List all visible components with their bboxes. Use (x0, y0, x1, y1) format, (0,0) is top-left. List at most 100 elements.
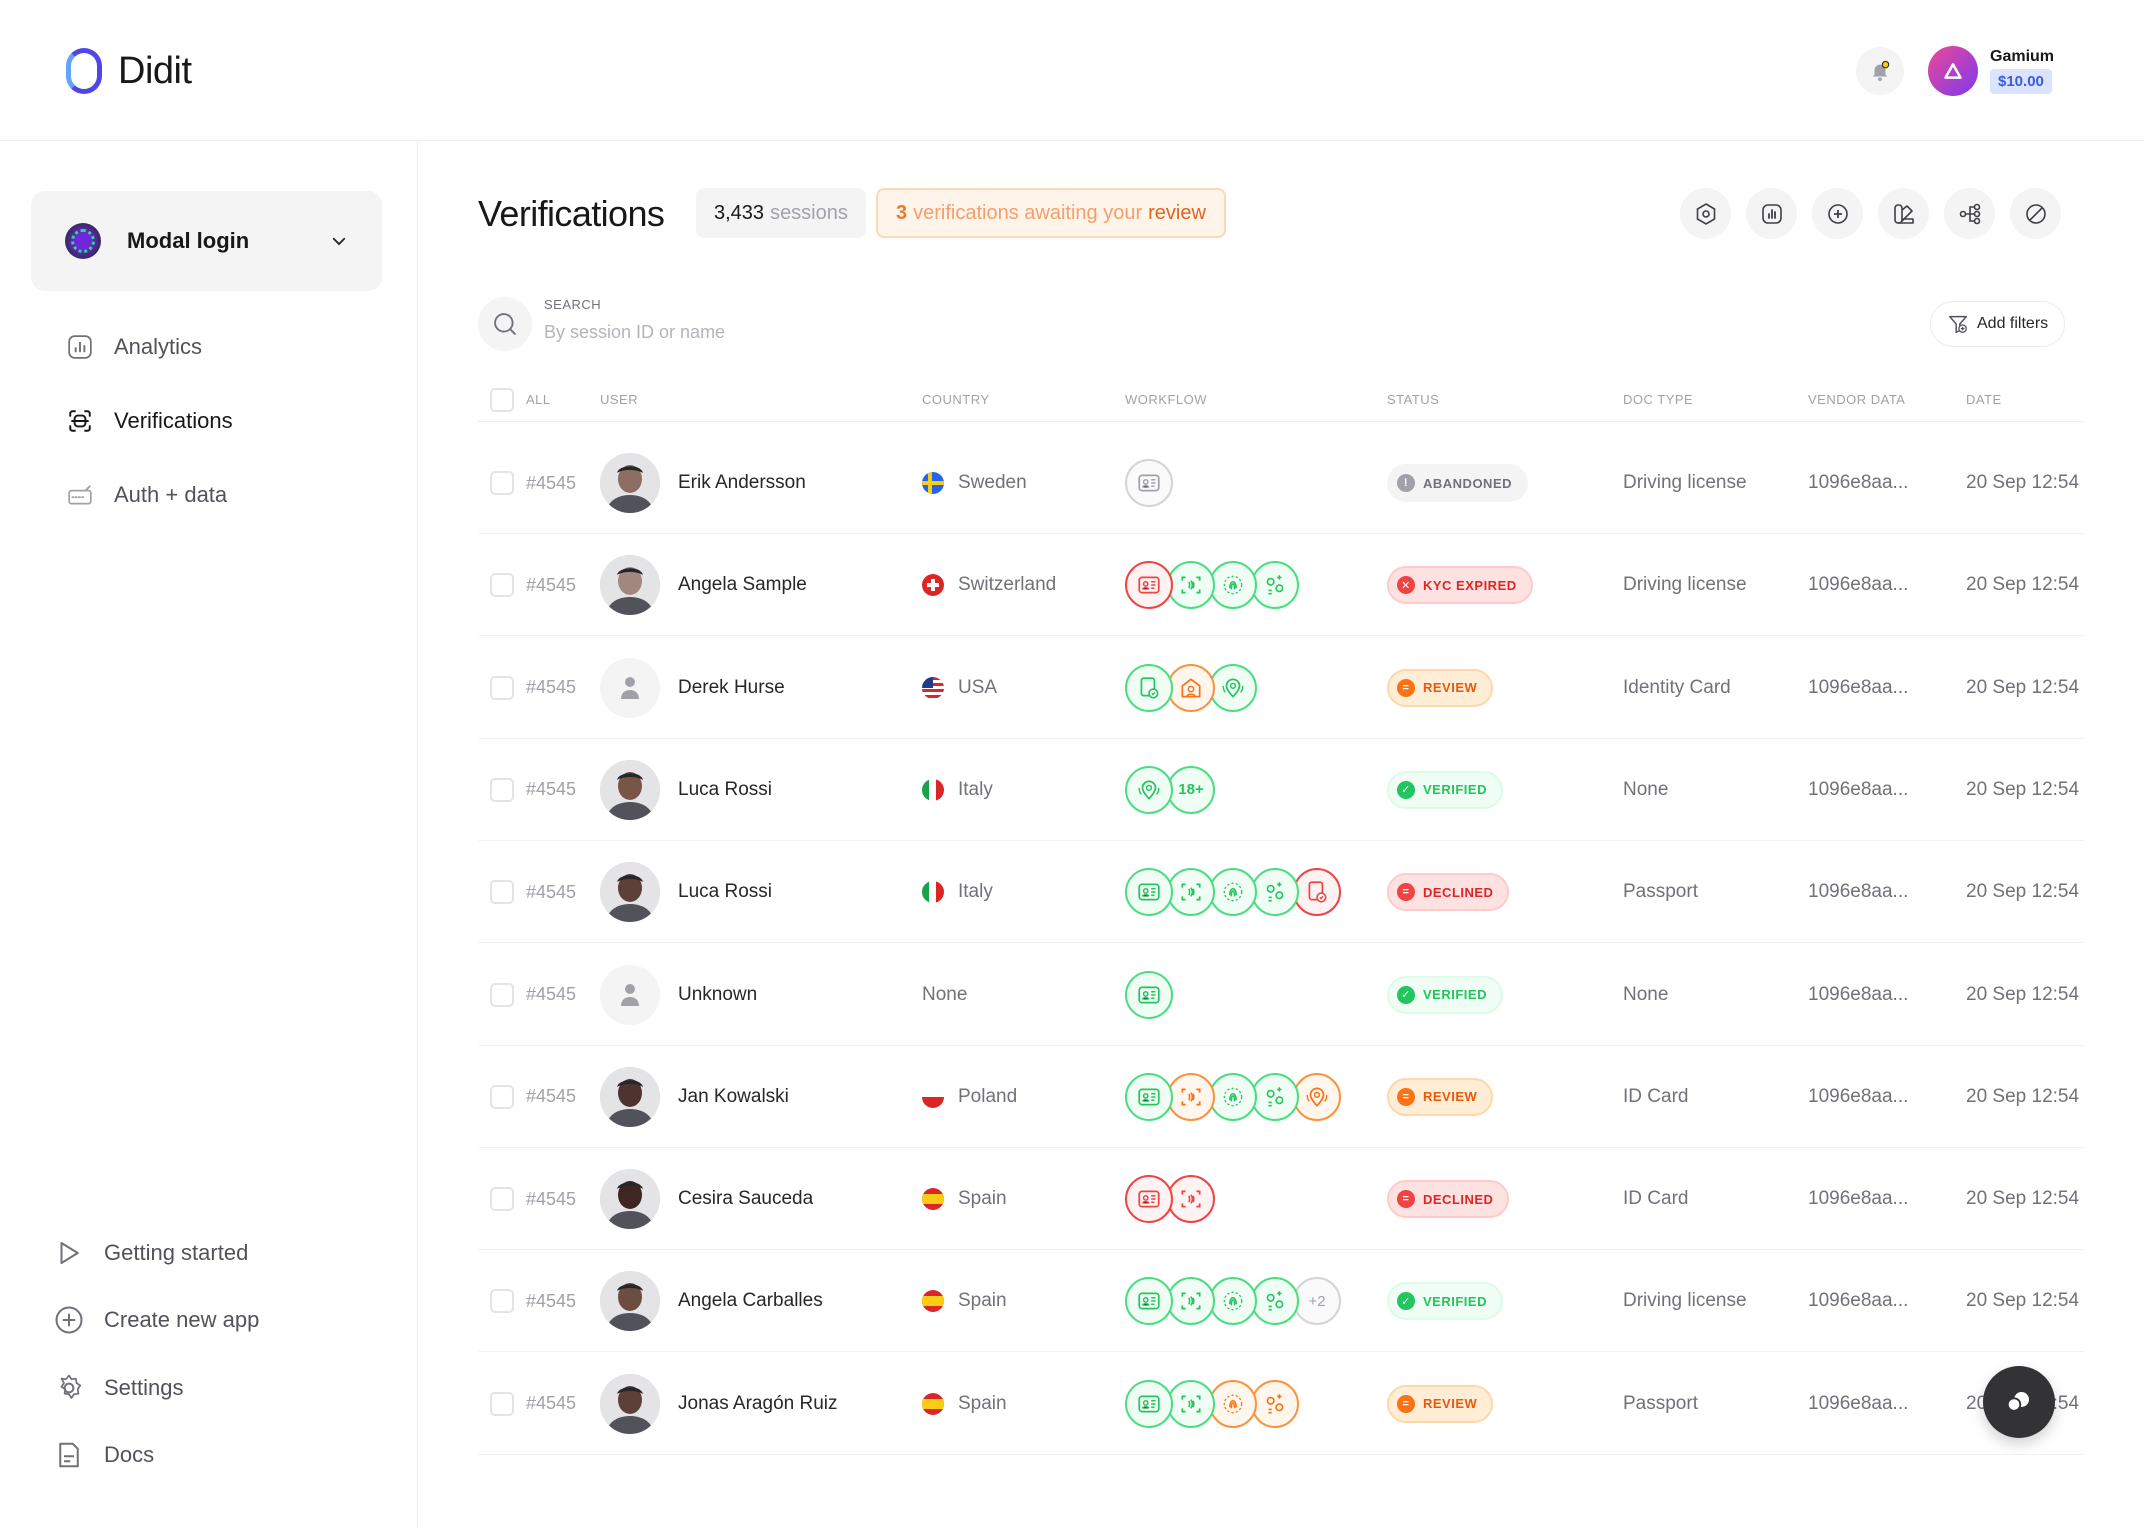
workflow-step[interactable] (1209, 1277, 1257, 1326)
workflow-step[interactable] (1209, 1379, 1257, 1428)
session-id[interactable]: #4545 (526, 984, 577, 1004)
session-id[interactable]: #4545 (526, 1188, 577, 1209)
status-badge[interactable]: = REVIEW (1387, 668, 1494, 707)
row-checkbox[interactable] (490, 1391, 514, 1416)
user-name[interactable]: Luca Rossi (678, 778, 772, 800)
vendor-data[interactable]: 1096e8aa... (1808, 1188, 1909, 1210)
header-country[interactable]: COUNTRY (922, 392, 990, 407)
notifications-button[interactable] (1856, 47, 1904, 95)
table-row[interactable]: #4545 Unknown None ✓ VERIFIED None 1096e8aa...… (478, 944, 2084, 1046)
sidebar-item-create-new-app[interactable]: Create new app (54, 1305, 259, 1335)
session-id[interactable]: #4545 (526, 472, 577, 493)
table-row[interactable]: #4545 Luca Rossi Italy 18+ ✓ VERIFIED None 1096… (478, 739, 2084, 841)
workflow-step[interactable] (1251, 868, 1299, 917)
status-badge[interactable]: ✓ VERIFIED (1387, 770, 1503, 809)
user-name[interactable]: Jan Kowalski (678, 1085, 789, 1107)
user-name[interactable]: Angela Carballes (678, 1290, 823, 1312)
table-row[interactable]: #4545 Jonas Aragón Ruiz Spain = REVIEW Passpo… (478, 1353, 2084, 1455)
table-row[interactable]: #4545 Luca Rossi Italy = DECLINED Passport 109… (478, 841, 2084, 944)
session-id[interactable]: #4545 (526, 1086, 577, 1107)
workflow-step[interactable] (1125, 1072, 1173, 1121)
user-name[interactable]: Luca Rossi (678, 881, 772, 903)
status-badge[interactable]: ✓ VERIFIED (1387, 975, 1503, 1014)
workflow-step[interactable] (1167, 1379, 1215, 1428)
table-row[interactable]: #4545 Angela Carballes Spain +2 ✓ VERIFIED Dri… (478, 1250, 2084, 1353)
row-checkbox[interactable] (490, 777, 514, 802)
account-avatar[interactable] (1928, 46, 1978, 96)
account-name[interactable]: Gamium (1990, 48, 2055, 65)
table-row[interactable]: #4545 Jan Kowalski Poland = REVIEW ID Card 109… (478, 1046, 2084, 1148)
session-id[interactable]: #4545 (526, 574, 577, 595)
vendor-data[interactable]: 1096e8aa... (1808, 1085, 1909, 1107)
workflow-button[interactable] (1944, 188, 1995, 239)
row-checkbox[interactable] (490, 1187, 514, 1212)
session-id[interactable]: #4545 (526, 779, 577, 800)
user-name[interactable]: Derek Hurse (678, 676, 785, 698)
workflow-step[interactable] (1167, 663, 1215, 712)
vendor-data[interactable]: 1096e8aa... (1808, 881, 1909, 903)
workflow-step[interactable] (1167, 1072, 1215, 1121)
workflow-step[interactable] (1209, 868, 1257, 917)
header-vendor-data[interactable]: VENDOR DATA (1808, 392, 1906, 407)
workflow-more-badge[interactable]: +2 (1293, 1277, 1341, 1326)
user-name[interactable]: Erik Andersson (678, 472, 806, 493)
workflow-step[interactable] (1167, 1175, 1215, 1224)
session-id[interactable]: #4545 (526, 881, 577, 902)
sidebar-item-docs[interactable]: Docs (54, 1440, 154, 1470)
workflow-step[interactable] (1125, 561, 1173, 610)
search-input[interactable] (544, 322, 944, 343)
workflow-step[interactable] (1293, 1072, 1341, 1121)
vendor-data[interactable]: 1096e8aa... (1808, 778, 1909, 800)
sidebar-item-settings[interactable]: Settings (54, 1373, 184, 1403)
header-doc-type[interactable]: DOC TYPE (1623, 392, 1694, 407)
workflow-step[interactable] (1293, 868, 1341, 917)
workflow-step[interactable] (1251, 561, 1299, 610)
workflow-step[interactable] (1125, 663, 1173, 712)
row-checkbox[interactable] (490, 982, 514, 1007)
status-badge[interactable]: = DECLINED (1387, 873, 1510, 912)
workflow-step[interactable] (1209, 663, 1257, 712)
status-badge[interactable]: ✕ KYC EXPIRED (1387, 566, 1533, 605)
header-user[interactable]: USER (600, 392, 639, 407)
workflow-step[interactable] (1209, 561, 1257, 610)
workflow-step[interactable] (1167, 561, 1215, 610)
vendor-data[interactable]: 1096e8aa... (1808, 1290, 1909, 1312)
select-all-checkbox[interactable] (490, 388, 514, 412)
workflow-step[interactable] (1125, 765, 1173, 814)
workflow-step[interactable] (1125, 1379, 1173, 1428)
vendor-data[interactable]: 1096e8aa... (1808, 574, 1909, 596)
user-name[interactable]: Unknown (678, 983, 758, 1005)
sidebar-item-auth-data[interactable]: Auth + data (66, 481, 227, 509)
status-badge[interactable]: = REVIEW (1387, 1077, 1494, 1116)
row-checkbox[interactable] (490, 1084, 514, 1109)
header-status[interactable]: STATUS (1387, 392, 1440, 407)
workflow-step[interactable] (1125, 868, 1173, 917)
header-workflow[interactable]: WORKFLOW (1125, 392, 1207, 407)
sidebar-item-verifications[interactable]: Verifications (66, 407, 233, 435)
settings-hex-button[interactable] (1680, 188, 1731, 239)
vendor-data[interactable]: 1096e8aa... (1808, 472, 1909, 493)
table-row[interactable]: #4545 Cesira Sauceda Spain = DECLINED ID Card… (478, 1148, 2084, 1251)
workflow-step[interactable] (1209, 1072, 1257, 1121)
analytics-button[interactable] (1746, 188, 1797, 239)
row-checkbox[interactable] (490, 675, 514, 700)
vendor-data[interactable]: 1096e8aa... (1808, 983, 1909, 1005)
workflow-step[interactable] (1251, 1277, 1299, 1326)
search-button[interactable] (478, 297, 532, 351)
session-id[interactable]: #4545 (526, 1393, 577, 1414)
session-id[interactable]: #4545 (526, 677, 577, 698)
status-badge[interactable]: = DECLINED (1387, 1180, 1510, 1219)
user-name[interactable]: Cesira Sauceda (678, 1188, 814, 1210)
workflow-step[interactable] (1125, 1277, 1173, 1326)
status-badge[interactable]: ! ABANDONED (1387, 464, 1528, 502)
sidebar-item-analytics[interactable]: Analytics (66, 333, 202, 361)
chat-button[interactable] (1983, 1366, 2055, 1438)
awaiting-review-badge[interactable]: 3 verifications awaiting your review (876, 188, 1226, 238)
sidebar-item-getting-started[interactable]: Getting started (54, 1238, 248, 1268)
brand-logo[interactable]: Didit (66, 48, 192, 94)
vendor-data[interactable]: 1096e8aa... (1808, 676, 1909, 698)
workflow-step[interactable] (1125, 459, 1173, 507)
row-checkbox[interactable] (490, 471, 514, 495)
user-name[interactable]: Angela Sample (678, 574, 807, 596)
table-row[interactable]: #4545 Erik Andersson Sweden! ABANDONED Drivi… (478, 432, 2084, 534)
